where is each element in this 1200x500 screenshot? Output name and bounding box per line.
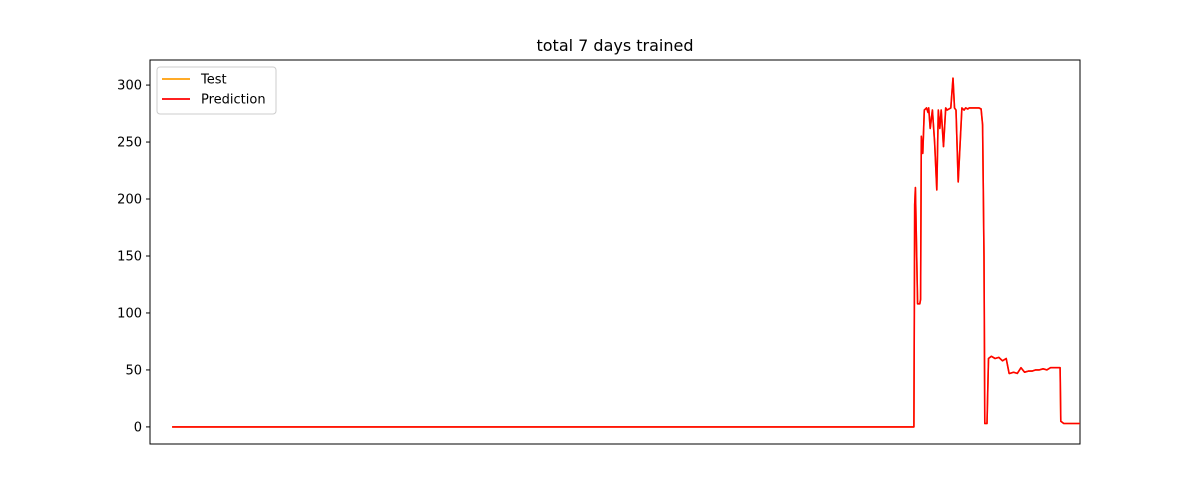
y-tick-label: 0 bbox=[134, 420, 142, 435]
y-tick-label: 50 bbox=[125, 363, 142, 378]
y-tick-label: 150 bbox=[117, 249, 142, 264]
y-tick-label: 100 bbox=[117, 306, 142, 321]
legend: Test Prediction bbox=[156, 66, 277, 115]
y-tick-label: 250 bbox=[117, 136, 142, 151]
y-tick-label: 300 bbox=[117, 79, 142, 94]
plot-area bbox=[149, 59, 1081, 445]
y-axis: 0 50 100 150 200 250 300 bbox=[117, 79, 150, 435]
series-line-prediction bbox=[172, 77, 1080, 428]
chart-title: total 7 days trained bbox=[536, 36, 693, 55]
series-layer bbox=[172, 77, 1080, 428]
legend-label-test: Test bbox=[200, 73, 227, 88]
legend-label-prediction: Prediction bbox=[201, 93, 266, 108]
y-tick-label: 200 bbox=[117, 193, 142, 208]
